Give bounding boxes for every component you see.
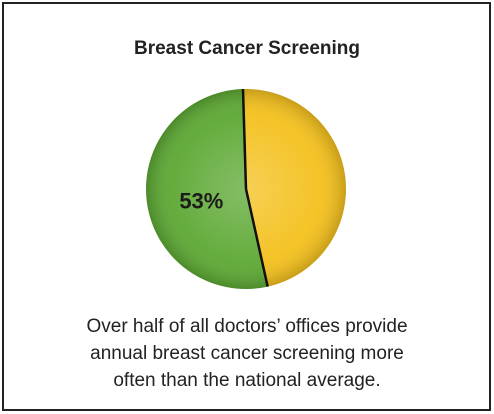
pie: 53% [145, 89, 346, 289]
caption-line: annual breast cancer screening more [90, 343, 404, 364]
slice-divider [244, 188, 269, 287]
chart-title: Breast Cancer Screening [134, 38, 360, 59]
caption-line: Over half of all doctors’ offices provid… [86, 316, 407, 337]
slice-label: 53% [179, 188, 223, 213]
caption-line: often than the national average. [113, 370, 380, 391]
slice-divider [241, 89, 248, 190]
